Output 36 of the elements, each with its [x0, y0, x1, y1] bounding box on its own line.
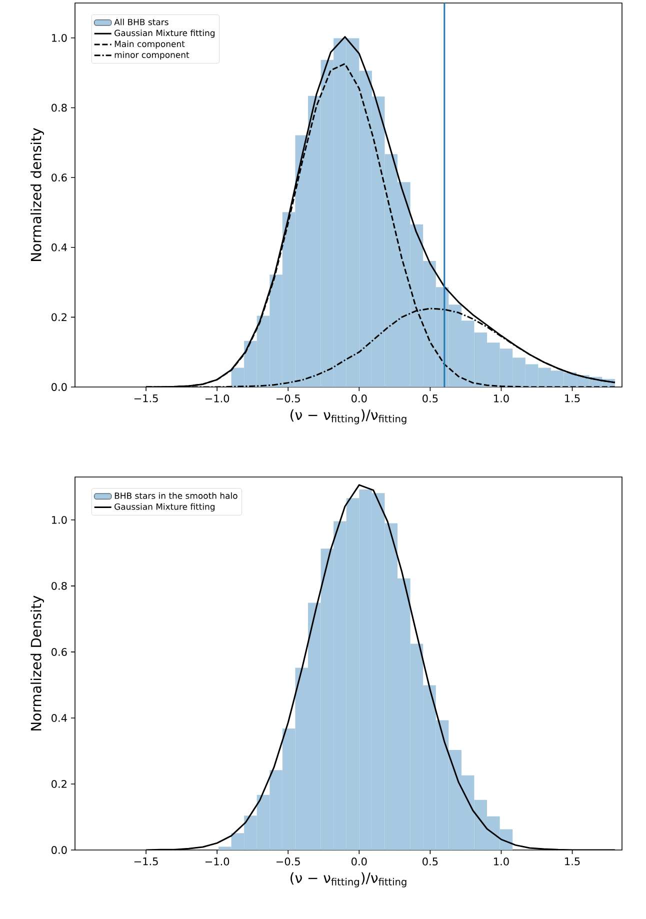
legend-label: Main component [114, 40, 185, 49]
y-tick-label: 0.0 [52, 846, 67, 854]
y-axis-title: Normalized Density [30, 596, 44, 730]
x-tick-label: 1.0 [494, 394, 509, 402]
y-tick-label: 0.4 [52, 714, 67, 722]
x-tick-label: 0.0 [352, 394, 367, 402]
x-tick-label: −0.5 [276, 394, 300, 402]
y-axis-title: Normalized density [30, 128, 44, 261]
y-tick-label: 0.8 [52, 104, 67, 112]
x-tick-label: 1.5 [565, 858, 580, 866]
legend-label: Gaussian Mixture fitting [114, 503, 215, 512]
legend-label: minor component [114, 51, 190, 60]
y-tick-label: 0.2 [52, 780, 66, 788]
y-tick-label: 1.0 [52, 516, 67, 524]
x-tick-label: 0.5 [422, 858, 438, 866]
y-tick-label: 0.8 [52, 582, 67, 590]
x-axis-title: (ν − ν$_{fitting}$)/ν$_{fitting}$ [290, 409, 406, 424]
x-tick-label: −1.0 [205, 858, 230, 866]
x-tick-label: 0.5 [422, 394, 438, 402]
x-tick-label: 1.5 [565, 394, 580, 402]
y-tick-label: 0.4 [52, 243, 67, 252]
legend-label: All BHB stars [114, 18, 168, 26]
x-tick-label: −1.5 [134, 394, 158, 402]
legend-label: Gaussian Mixture fitting [114, 30, 215, 38]
legend-label: BHB stars in the smooth halo [114, 492, 238, 499]
x-tick-label: −1.0 [205, 394, 230, 402]
y-tick-label: 1.0 [52, 34, 67, 42]
x-tick-label: −0.5 [276, 858, 300, 866]
y-tick-label: 0.6 [52, 174, 67, 182]
x-axis-title: (ν − ν$_{fitting}$)/ν$_{fitting}$ [290, 872, 406, 888]
y-tick-label: 0.6 [52, 648, 67, 656]
y-tick-label: 0.2 [52, 313, 66, 322]
x-tick-label: 0.0 [352, 858, 367, 866]
x-tick-label: 1.0 [494, 858, 509, 866]
x-tick-label: −1.5 [134, 858, 158, 866]
y-tick-label: 0.0 [52, 383, 67, 391]
